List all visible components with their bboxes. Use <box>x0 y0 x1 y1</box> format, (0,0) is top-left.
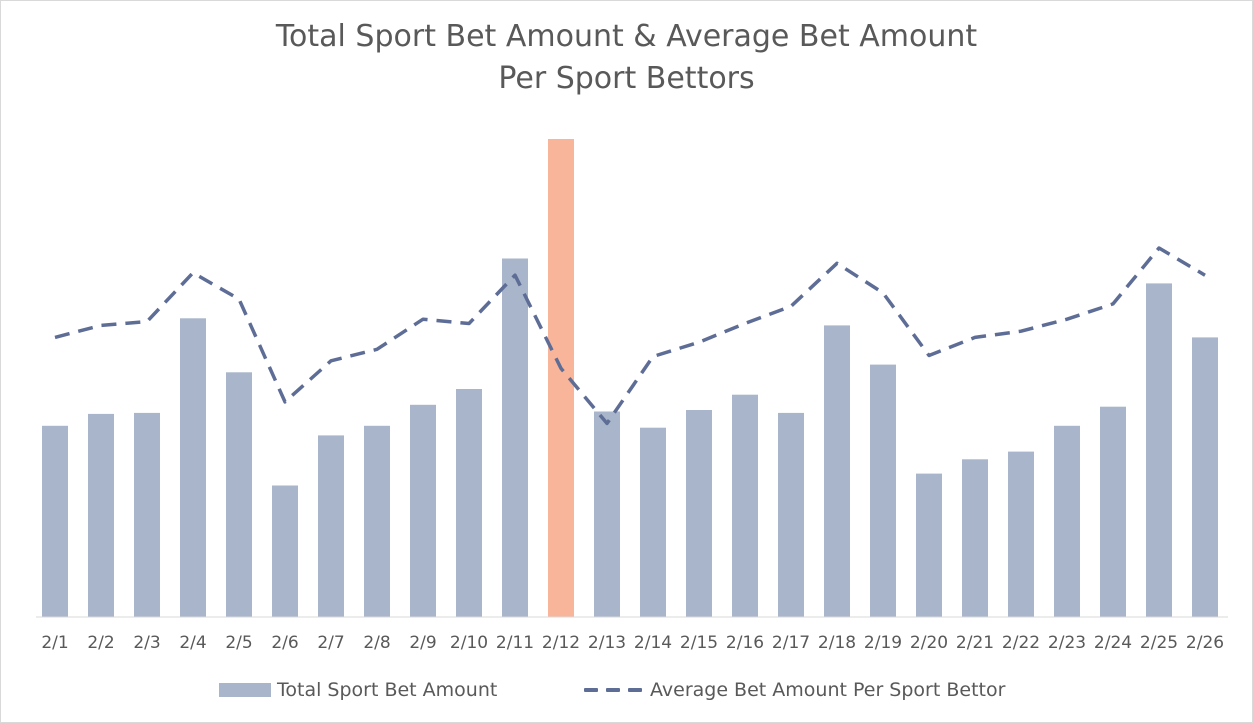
bar-2-20 <box>916 473 942 617</box>
x-tick-label: 2/17 <box>772 633 810 653</box>
bar-2-1 <box>42 425 68 617</box>
bar-2-2 <box>88 413 114 617</box>
bar-2-10 <box>456 389 482 617</box>
chart-subtitle: Per Sport Bettors <box>498 61 755 96</box>
x-tick-label: 2/8 <box>363 633 390 653</box>
chart-title-block: Total Sport Bet Amount & Average Bet Amo… <box>0 16 1253 100</box>
bar-2-17 <box>778 412 804 617</box>
legend-item-line: Average Bet Amount Per Sport Bettor <box>582 676 1005 704</box>
x-tick-label: 2/22 <box>1002 633 1040 653</box>
bar-2-24 <box>1100 406 1126 617</box>
x-tick-label: 2/1 <box>41 633 68 653</box>
x-tick-label: 2/16 <box>726 633 764 653</box>
x-tick-label: 2/24 <box>1094 633 1132 653</box>
bar-2-3 <box>134 412 160 617</box>
x-axis-ticks: 2/1 2/2 2/3 2/4 2/5 2/6 2/7 2/8 2/9 2/10 2/11 2/12 2… <box>41 633 1224 653</box>
bar-2-22 <box>1008 451 1034 617</box>
x-tick-label: 2/7 <box>317 633 344 653</box>
bar-2-14 <box>640 427 666 617</box>
x-tick-label: 2/4 <box>179 633 206 653</box>
x-tick-label: 2/23 <box>1048 633 1086 653</box>
x-tick-label: 2/3 <box>133 633 160 653</box>
x-tick-label: 2/18 <box>818 633 856 653</box>
bar-2-25 <box>1146 283 1172 617</box>
x-tick-label: 2/2 <box>87 633 114 653</box>
x-tick-label: 2/5 <box>225 633 252 653</box>
bar-2-21 <box>962 459 988 617</box>
bar-2-19 <box>870 364 896 617</box>
bar-2-26 <box>1192 337 1218 617</box>
bar-2-23 <box>1054 425 1080 617</box>
chart-title: Total Sport Bet Amount & Average Bet Amo… <box>275 19 978 54</box>
x-tick-label: 2/19 <box>864 633 902 653</box>
legend-swatch-line <box>582 683 644 697</box>
x-tick-label: 2/14 <box>634 633 672 653</box>
bar-2-15 <box>686 410 712 617</box>
legend-swatch-bar <box>219 683 271 697</box>
x-tick-label: 2/10 <box>450 633 488 653</box>
x-tick-label: 2/15 <box>680 633 718 653</box>
legend-item-bars: Total Sport Bet Amount <box>219 676 497 704</box>
bar-2-6 <box>272 485 298 617</box>
bar-series <box>42 139 1218 618</box>
bar-2-5 <box>226 372 252 617</box>
bar-2-8 <box>364 425 390 617</box>
x-tick-label: 2/25 <box>1140 633 1178 653</box>
bar-2-4 <box>180 318 206 618</box>
bar-2-7 <box>318 435 344 617</box>
x-tick-label: 2/21 <box>956 633 994 653</box>
bar-2-18 <box>824 325 850 617</box>
x-tick-label: 2/9 <box>409 633 436 653</box>
x-tick-label: 2/26 <box>1186 633 1224 653</box>
bar-2-13 <box>594 411 620 617</box>
x-tick-label: 2/11 <box>496 633 534 653</box>
legend: Total Sport Bet Amount Average Bet Amoun… <box>0 676 1253 704</box>
x-tick-label: 2/6 <box>271 633 298 653</box>
bar-2-9 <box>410 404 436 617</box>
legend-label-line: Average Bet Amount Per Sport Bettor <box>650 679 1006 701</box>
x-tick-label: 2/13 <box>588 633 626 653</box>
bar-2-11 <box>502 258 528 617</box>
legend-label-bars: Total Sport Bet Amount <box>277 679 498 701</box>
average-line <box>54 246 1206 426</box>
x-tick-label: 2/20 <box>910 633 948 653</box>
x-tick-label: 2/12 <box>542 633 580 653</box>
bar-2-16 <box>732 394 758 617</box>
